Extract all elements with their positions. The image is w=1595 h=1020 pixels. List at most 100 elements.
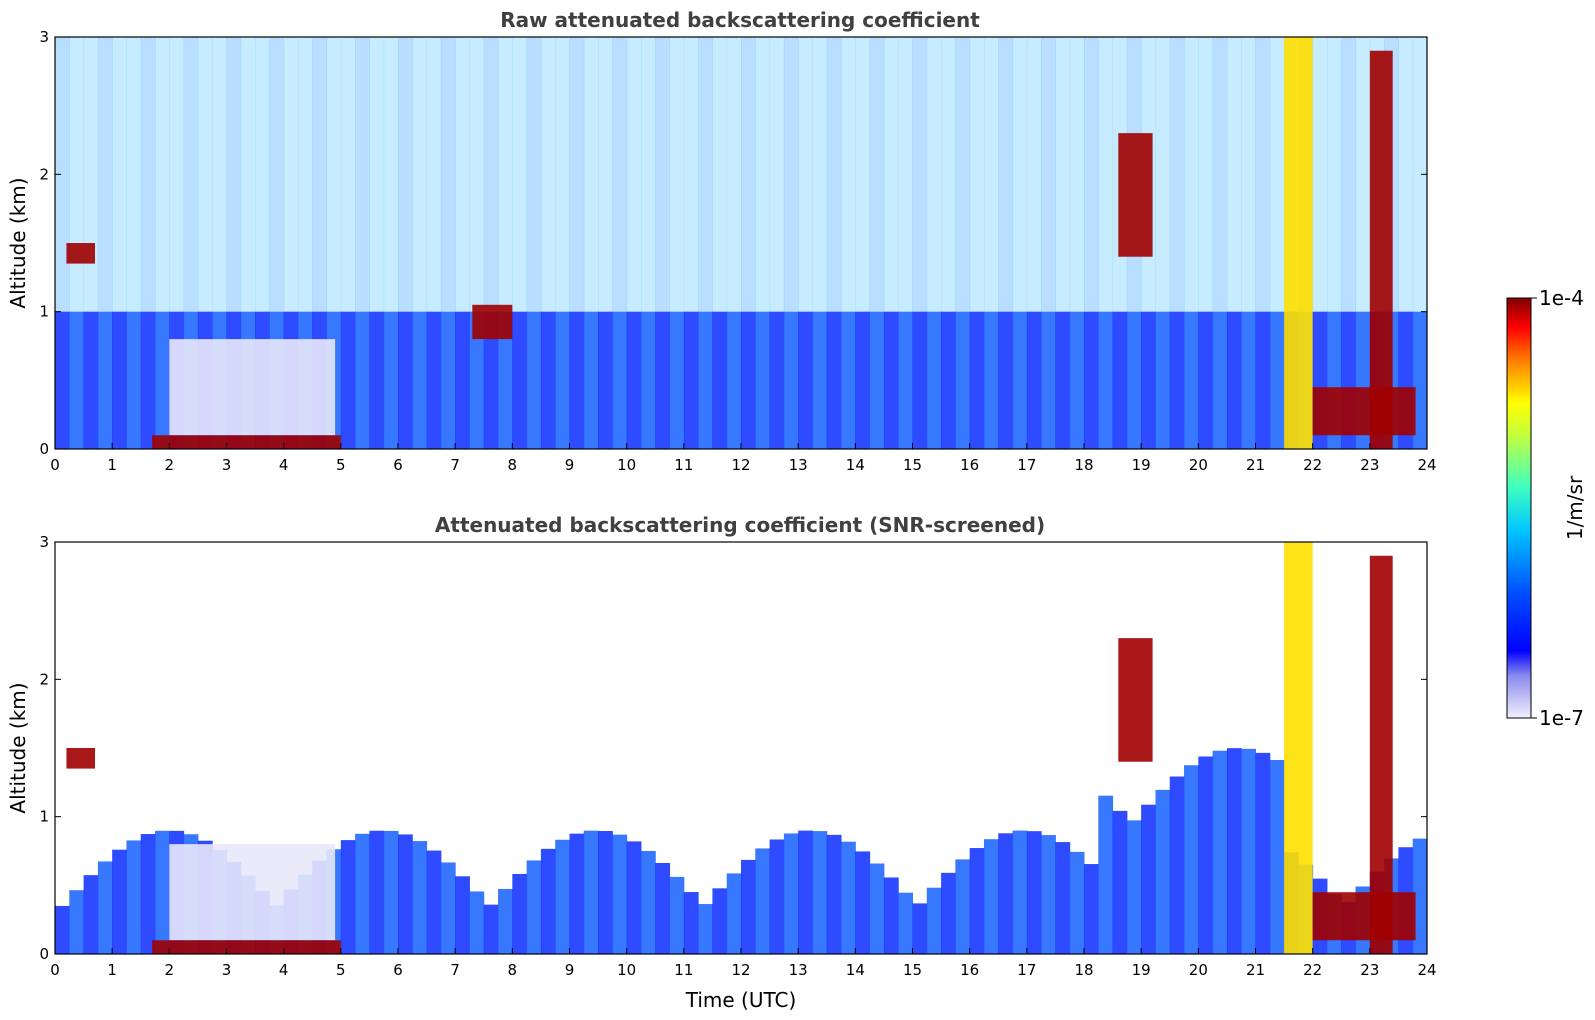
- field-cell: [469, 311, 485, 449]
- field-cell: [912, 311, 928, 449]
- field-cell: [412, 311, 428, 449]
- field-cell: [1226, 748, 1242, 954]
- field-cell: [1098, 37, 1114, 312]
- cloud-feature: [1118, 133, 1153, 257]
- field-cell: [1041, 311, 1056, 449]
- field-cell: [983, 311, 999, 449]
- field-cell: [683, 311, 699, 449]
- x-tick-label: 23: [1360, 456, 1379, 474]
- cloud-feature: [1312, 387, 1416, 436]
- field-cell: [1269, 37, 1285, 312]
- field-cell: [655, 311, 671, 449]
- field-cell: [1155, 311, 1171, 449]
- field-cell: [183, 37, 199, 312]
- x-tick-label: 2: [165, 456, 175, 474]
- field-cell: [255, 37, 270, 312]
- field-cell: [683, 892, 699, 954]
- field-cell: [726, 37, 742, 312]
- field-cell: [1355, 37, 1371, 312]
- field-cell: [783, 833, 799, 954]
- field-cell: [412, 37, 428, 312]
- colorbar-label: 1/m/sr: [1563, 475, 1587, 540]
- field-cell: [1412, 838, 1428, 954]
- field-cell: [398, 37, 413, 312]
- field-cell: [398, 311, 413, 449]
- field-cell: [355, 833, 370, 954]
- x-tick-label: 19: [1132, 961, 1151, 979]
- field-cell: [498, 37, 513, 312]
- field-cell: [798, 311, 813, 449]
- x-tick-label: 3: [222, 961, 232, 979]
- field-cell: [483, 37, 499, 312]
- field-cell: [1212, 311, 1228, 449]
- cloud-feature: [1118, 638, 1153, 762]
- field-cell: [912, 903, 928, 954]
- x-tick-label: 3: [222, 456, 232, 474]
- field-cell: [1012, 311, 1028, 449]
- colorbar-min-label: 1e-7: [1539, 706, 1584, 730]
- field-cell: [669, 876, 685, 954]
- y-axis-label: Altitude (km): [6, 177, 30, 308]
- field-cell: [1312, 37, 1328, 312]
- cloud-feature: [472, 304, 513, 340]
- field-cell: [455, 37, 470, 312]
- field-cell: [769, 311, 785, 449]
- x-tick-label: 7: [450, 961, 460, 979]
- field-cell: [383, 830, 399, 954]
- field-cell: [841, 841, 856, 954]
- x-tick-label: 18: [1074, 456, 1093, 474]
- field-cell: [1084, 864, 1099, 954]
- field-cell: [455, 311, 470, 449]
- field-cell: [312, 37, 328, 312]
- field-cell: [355, 37, 370, 312]
- field-cell: [998, 311, 1014, 449]
- fog-region: [169, 339, 336, 436]
- panel-raw: Raw attenuated backscattering coefficien…: [6, 8, 1437, 474]
- panel-snr-screened: Attenuated backscattering coefficient (S…: [6, 513, 1437, 1012]
- field-cell: [898, 311, 913, 449]
- field-cell: [355, 311, 370, 449]
- field-cell: [1198, 756, 1214, 954]
- x-tick-label: 21: [1246, 961, 1265, 979]
- x-tick-label: 8: [508, 961, 518, 979]
- field-cell: [455, 876, 470, 954]
- field-cell: [1226, 37, 1242, 312]
- field-cell: [512, 37, 528, 312]
- field-cell: [598, 311, 613, 449]
- y-tick-label: 2: [39, 165, 49, 183]
- field-cell: [898, 892, 913, 954]
- field-cell: [398, 834, 413, 954]
- x-tick-label: 20: [1189, 456, 1208, 474]
- x-tick-label: 2: [165, 961, 175, 979]
- field-cell: [1069, 37, 1085, 312]
- field-cell: [412, 841, 428, 954]
- field-cell: [1241, 37, 1256, 312]
- field-cell: [1398, 37, 1414, 312]
- field-cell: [1041, 37, 1056, 312]
- field-cell: [498, 888, 513, 954]
- field-cell: [883, 311, 899, 449]
- field-cell: [1026, 311, 1042, 449]
- field-cell: [898, 37, 913, 312]
- x-tick-label: 6: [393, 456, 403, 474]
- field-cell: [812, 37, 828, 312]
- field-cell: [426, 311, 442, 449]
- cloud-feature: [66, 748, 96, 769]
- field-cell: [340, 37, 356, 312]
- field-cell: [741, 311, 756, 449]
- field-cell: [955, 37, 971, 312]
- field-cell: [812, 311, 828, 449]
- field-cell: [69, 890, 85, 954]
- field-cell: [612, 834, 628, 954]
- field-cell: [741, 859, 756, 954]
- field-cell: [526, 860, 542, 954]
- field-cell: [926, 37, 942, 312]
- colorbar-max-label: 1e-4: [1539, 286, 1584, 310]
- chart-title: Raw attenuated backscattering coefficien…: [500, 8, 980, 32]
- x-tick-label: 14: [846, 961, 865, 979]
- x-ticks: 0 1 2 3 4 5 6 7 8 9 10 11 12 13 14 15 16 17 18 19 20 21 22 23 24: [50, 948, 1437, 979]
- x-tick-label: 21: [1246, 456, 1265, 474]
- x-tick-label: 14: [846, 456, 865, 474]
- field-cell: [969, 37, 985, 312]
